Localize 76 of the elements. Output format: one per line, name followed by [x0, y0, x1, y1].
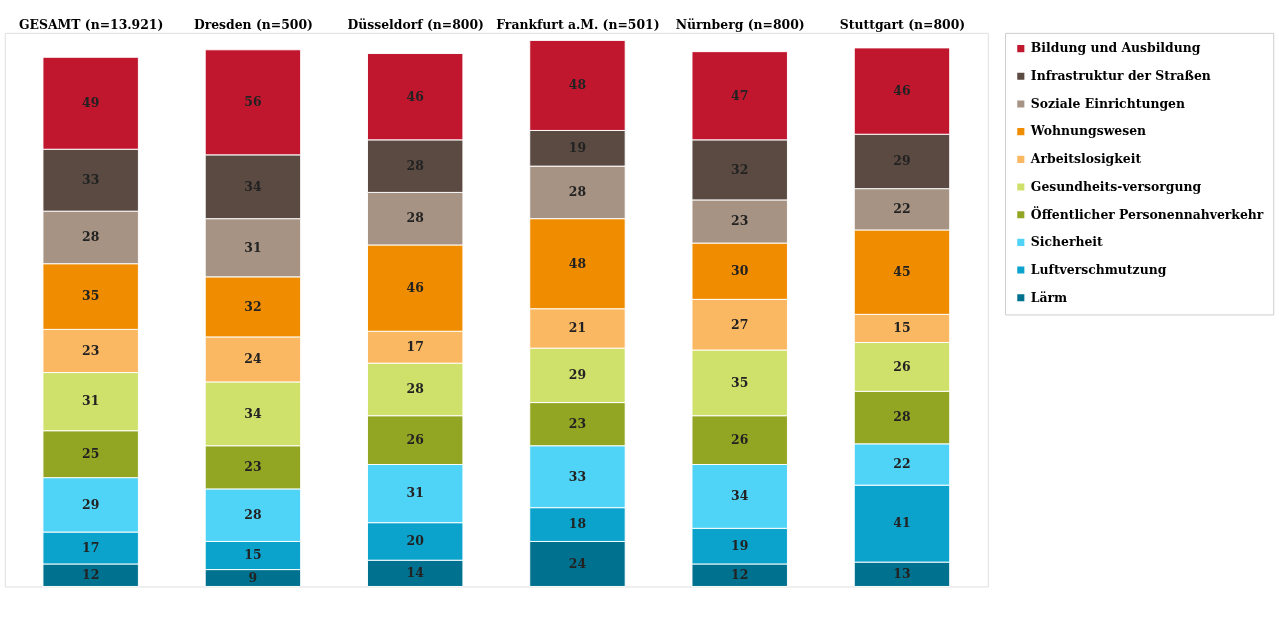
data-label: 29	[82, 496, 100, 512]
data-label: 46	[406, 88, 424, 104]
data-label: 26	[406, 431, 424, 447]
legend-label: Wohnungswesen	[1029, 123, 1147, 139]
data-label: 35	[731, 374, 749, 390]
data-label: 31	[406, 485, 424, 501]
data-label: 21	[568, 320, 587, 336]
x-tick-label: Nürnberg (n=800)	[675, 16, 805, 32]
data-label: 33	[568, 468, 587, 484]
x-tick-label: GESAMT (n=13.921)	[18, 16, 164, 32]
legend-label: Sicherheit	[1030, 234, 1104, 250]
data-label: 24	[568, 555, 587, 571]
data-label: 48	[568, 255, 587, 271]
data-label: 12	[731, 567, 749, 583]
data-label: 24	[244, 351, 262, 367]
data-label: 15	[244, 547, 262, 563]
x-tick-label: Frankfurt a.M. (n=501)	[496, 16, 660, 32]
data-label: 28	[244, 506, 262, 522]
data-label: 19	[731, 537, 749, 553]
data-label: 31	[82, 393, 100, 409]
data-label: 28	[568, 184, 587, 200]
data-label: 33	[82, 172, 100, 188]
data-label: 20	[406, 533, 425, 549]
data-label: 9	[248, 569, 258, 585]
data-label: 28	[406, 381, 424, 397]
data-label: 28	[406, 157, 424, 173]
data-label: 49	[82, 95, 100, 111]
data-label: 29	[893, 153, 911, 169]
data-label: 34	[244, 405, 262, 421]
data-label: 27	[731, 316, 749, 332]
data-label: 23	[568, 415, 587, 431]
x-tick-label: Stuttgart (n=800)	[839, 16, 966, 32]
x-tick-label: Düsseldorf (n=800)	[347, 16, 484, 32]
legend-label: Öffentlicher Personennahverkehr	[1030, 205, 1264, 222]
data-label: 23	[82, 342, 100, 358]
data-label: 14	[406, 565, 425, 581]
data-label: 23	[244, 459, 262, 475]
data-label: 17	[406, 339, 424, 355]
data-label: 46	[406, 279, 424, 295]
data-label: 32	[731, 161, 749, 177]
data-label: 56	[244, 94, 262, 110]
data-label: 26	[893, 358, 911, 374]
x-tick-label: Dresden (n=500)	[193, 16, 313, 32]
legend-label: Soziale Einrichtungen	[1030, 95, 1185, 111]
data-label: 28	[406, 210, 424, 226]
data-label: 45	[893, 263, 911, 279]
data-label: 12	[82, 567, 100, 583]
data-label: 31	[244, 239, 262, 255]
data-label: 46	[893, 82, 911, 98]
data-label: 13	[893, 566, 911, 582]
legend-label: Bildung und Ausbildung	[1030, 40, 1201, 56]
legend-label: Infrastruktur der Straßen	[1030, 68, 1211, 84]
data-label: 17	[82, 539, 100, 555]
data-label: 18	[568, 516, 587, 532]
data-label: 19	[568, 140, 587, 156]
data-label: 41	[893, 515, 911, 531]
data-label: 47	[731, 87, 749, 103]
data-label: 29	[568, 367, 587, 383]
data-label: 22	[893, 456, 911, 472]
data-label: 22	[893, 201, 911, 217]
data-label: 30	[731, 263, 749, 279]
legend-label: Lärm	[1030, 289, 1068, 305]
data-label: 28	[82, 229, 100, 245]
data-label: 25	[82, 446, 100, 461]
data-label: 26	[731, 431, 749, 447]
data-label: 48	[568, 77, 587, 93]
data-label: 15	[893, 320, 911, 336]
data-label: 34	[731, 488, 749, 504]
legend-label: Gesundheits-versorgung	[1030, 178, 1202, 194]
data-label: 28	[893, 409, 911, 425]
legend-label: Luftverschmutzung	[1030, 261, 1167, 277]
legend-label: Arbeitslosigkeit	[1029, 151, 1142, 167]
data-label: 32	[244, 298, 262, 314]
data-label: 34	[244, 178, 262, 194]
data-label: 23	[731, 213, 749, 229]
data-label: 35	[82, 288, 100, 304]
